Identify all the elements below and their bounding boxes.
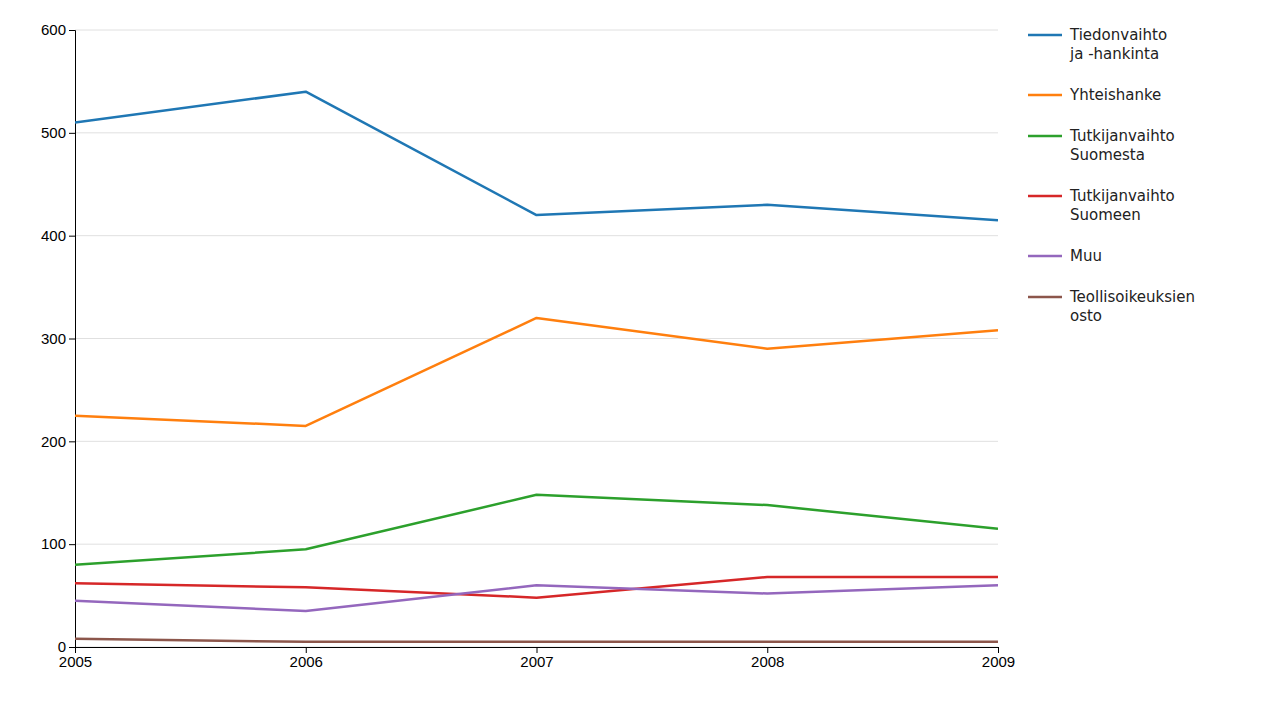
y-tick-mark — [69, 30, 75, 31]
y-tick-mark — [69, 647, 75, 648]
grid-line — [75, 441, 998, 442]
series-line — [75, 577, 998, 598]
legend-item: Yhteishanke — [1028, 86, 1161, 104]
grid-line — [75, 338, 998, 339]
series-line — [75, 495, 998, 565]
plot: 200520062007200820090100200300400500600 — [41, 21, 1015, 669]
series-line — [75, 92, 998, 221]
y-tick-mark — [69, 441, 75, 442]
y-tick: 400 — [41, 227, 75, 244]
lines — [75, 92, 998, 642]
grid-line — [75, 132, 998, 133]
series-line — [75, 585, 998, 611]
chart: 200520062007200820090100200300400500600T… — [0, 0, 1288, 702]
y-tick-mark — [69, 236, 75, 237]
y-tick: 600 — [41, 21, 75, 38]
legend-label: TutkijanvaihtoSuomeen — [1069, 187, 1175, 224]
legend-label: Yhteishanke — [1069, 86, 1161, 104]
legend-item: Muu — [1028, 247, 1102, 265]
x-tick: 2007 — [520, 647, 553, 670]
x-tick-label: 2007 — [520, 653, 553, 670]
y-tick: 100 — [41, 535, 75, 552]
y-tick-label: 400 — [41, 227, 66, 244]
y-tick-label: 200 — [41, 433, 66, 450]
grid-line — [75, 544, 998, 545]
y-tick-label: 100 — [41, 535, 66, 552]
y-tick-mark — [69, 544, 75, 545]
legend-swatch — [1028, 135, 1062, 138]
x-tick-label: 2008 — [751, 653, 784, 670]
y-tick-label: 300 — [41, 330, 66, 347]
grid-line — [75, 30, 998, 31]
legend-swatch — [1028, 195, 1062, 198]
y-tick-label: 0 — [58, 638, 66, 655]
legend: Tiedonvaihtoja -hankinta Yhteishanke Tutki… — [1028, 26, 1195, 325]
legend-item: Tiedonvaihtoja -hankinta — [1028, 26, 1167, 63]
legend-label: Teollisoikeuksienosto — [1069, 288, 1195, 325]
y-tick-mark — [69, 133, 75, 134]
y-axis: 0 100 200 300 400 500 600 — [41, 21, 76, 655]
legend-swatch — [1028, 255, 1062, 258]
x-axis: 20052006200720082009 — [59, 647, 1015, 670]
legend-label: Tiedonvaihtoja -hankinta — [1069, 26, 1167, 63]
legend-item: TutkijanvaihtoSuomesta — [1028, 127, 1175, 164]
legend-item: Teollisoikeuksienosto — [1028, 288, 1195, 325]
x-tick: 2006 — [290, 647, 323, 670]
y-axis-line — [69, 31, 76, 648]
legend-label: Muu — [1070, 247, 1102, 265]
series-line — [75, 318, 998, 426]
legend-swatch — [1028, 296, 1062, 299]
series-line — [75, 639, 998, 642]
y-tick: 0 — [58, 638, 75, 655]
legend-item: TutkijanvaihtoSuomeen — [1028, 187, 1175, 224]
x-tick: 2008 — [751, 647, 784, 670]
y-tick-mark — [69, 339, 75, 340]
y-tick: 200 — [41, 433, 75, 450]
y-tick-label: 600 — [41, 21, 66, 38]
legend-swatch — [1028, 94, 1062, 97]
legend-swatch — [1028, 34, 1062, 37]
x-tick-label: 2006 — [290, 653, 323, 670]
y-tick: 300 — [41, 330, 75, 347]
x-tick: 2009 — [982, 647, 1015, 670]
y-tick-label: 500 — [41, 124, 66, 141]
grid-line — [75, 235, 998, 236]
legend-label: TutkijanvaihtoSuomesta — [1069, 127, 1175, 164]
x-tick-label: 2009 — [982, 653, 1015, 670]
grid — [75, 30, 998, 647]
y-tick: 500 — [41, 124, 75, 141]
